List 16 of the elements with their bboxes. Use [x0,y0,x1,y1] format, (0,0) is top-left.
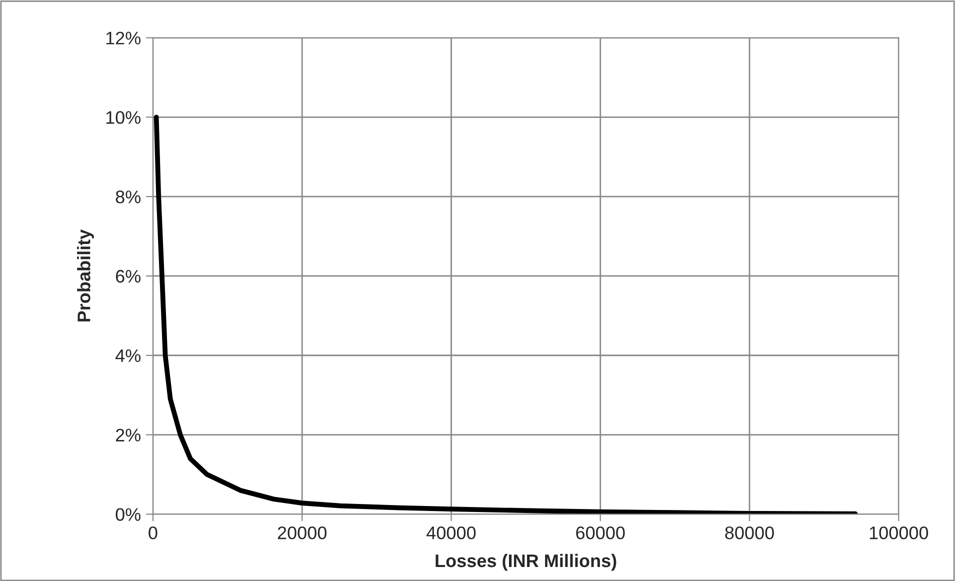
x-tick-label: 100000 [870,526,928,540]
line-series [154,114,858,514]
y-tick-label: 12% [106,32,141,44]
y-axis-title: Probability [77,229,94,322]
y-tick-label: 6% [116,270,141,283]
y-tick-label: 0% [116,508,141,521]
x-axis-title: Losses (INR Millions) [436,554,616,571]
y-tick-label: 4% [115,349,141,362]
y-tick-label: 8% [116,190,141,204]
x-tick-label: 20000 [278,526,326,540]
x-tick-label: 80000 [725,526,774,540]
y-tick-label: 2% [116,428,141,442]
x-tick-label: 0 [148,526,158,540]
x-tick-label: 40000 [426,526,476,540]
x-tick-label: 60000 [576,526,625,540]
y-tick-label: 10% [106,111,141,124]
